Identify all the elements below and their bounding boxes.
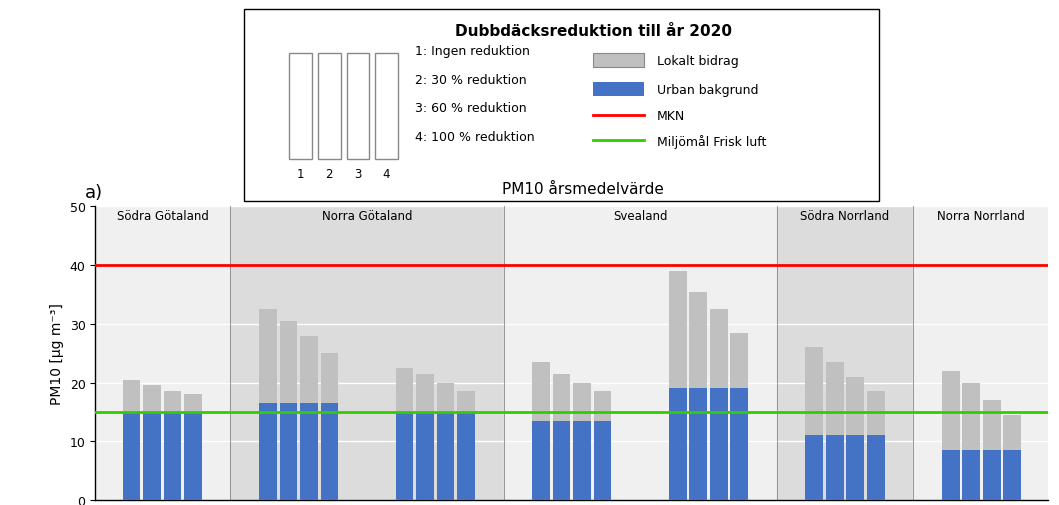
Bar bbox=[321, 354, 339, 403]
Bar bbox=[594, 391, 611, 421]
Bar bbox=[731, 333, 748, 389]
Bar bbox=[259, 403, 276, 500]
Bar bbox=[375, 54, 398, 160]
Bar bbox=[321, 403, 339, 500]
Bar bbox=[593, 54, 644, 68]
Bar bbox=[594, 421, 611, 500]
Bar bbox=[143, 412, 161, 500]
Bar bbox=[280, 403, 298, 500]
Text: MKN: MKN bbox=[657, 110, 685, 123]
Bar bbox=[289, 54, 312, 160]
Bar bbox=[689, 292, 707, 389]
Bar bbox=[533, 362, 550, 421]
Text: Norra Götaland: Norra Götaland bbox=[322, 210, 412, 223]
Bar bbox=[573, 421, 591, 500]
Bar bbox=[95, 207, 231, 500]
Text: 2: 2 bbox=[325, 168, 334, 180]
Bar bbox=[689, 389, 707, 500]
Bar bbox=[318, 54, 341, 160]
Bar bbox=[280, 321, 298, 403]
Text: Södra Norrland: Södra Norrland bbox=[801, 210, 890, 223]
Bar bbox=[867, 391, 884, 435]
Text: a): a) bbox=[85, 184, 103, 202]
Bar bbox=[436, 412, 454, 500]
Bar bbox=[913, 207, 1048, 500]
Text: 4: 4 bbox=[382, 168, 391, 180]
Bar bbox=[846, 435, 864, 500]
Bar bbox=[396, 412, 413, 500]
Bar bbox=[710, 310, 728, 389]
Bar bbox=[533, 421, 550, 500]
Bar bbox=[300, 336, 318, 403]
Text: 3: 60 % reduktion: 3: 60 % reduktion bbox=[415, 102, 526, 115]
Bar bbox=[184, 412, 202, 500]
Bar bbox=[231, 207, 504, 500]
Bar bbox=[123, 380, 141, 412]
Bar bbox=[941, 371, 959, 450]
Text: Norra Norrland: Norra Norrland bbox=[937, 210, 1025, 223]
Bar bbox=[553, 421, 571, 500]
Bar bbox=[416, 374, 434, 412]
Bar bbox=[731, 389, 748, 500]
Bar bbox=[163, 412, 181, 500]
Bar bbox=[184, 394, 202, 412]
Bar bbox=[983, 400, 1001, 450]
Text: Södra Götaland: Södra Götaland bbox=[116, 210, 209, 223]
Text: Urban bakgrund: Urban bakgrund bbox=[657, 84, 758, 97]
Bar bbox=[805, 347, 823, 435]
Bar bbox=[1003, 450, 1021, 500]
Bar bbox=[416, 412, 434, 500]
Text: 1: Ingen reduktion: 1: Ingen reduktion bbox=[415, 44, 530, 58]
Bar bbox=[300, 403, 318, 500]
Bar bbox=[457, 412, 474, 500]
Text: Dubbdäcksreduktion till år 2020: Dubbdäcksreduktion till år 2020 bbox=[454, 24, 732, 38]
Bar bbox=[669, 272, 686, 389]
Bar bbox=[163, 391, 181, 412]
Bar bbox=[669, 389, 686, 500]
Text: 4: 100 % reduktion: 4: 100 % reduktion bbox=[415, 131, 535, 144]
Bar bbox=[143, 386, 161, 412]
Text: 2: 30 % reduktion: 2: 30 % reduktion bbox=[415, 73, 526, 86]
Bar bbox=[776, 207, 913, 500]
Text: 3: 3 bbox=[355, 168, 361, 180]
Bar bbox=[259, 310, 276, 403]
Bar bbox=[983, 450, 1001, 500]
Bar bbox=[963, 383, 981, 450]
Bar bbox=[941, 450, 959, 500]
Bar bbox=[1003, 415, 1021, 450]
Text: Svealand: Svealand bbox=[613, 210, 667, 223]
Bar bbox=[826, 435, 844, 500]
Bar bbox=[846, 377, 864, 435]
Bar bbox=[867, 435, 884, 500]
Bar bbox=[396, 368, 413, 412]
Y-axis label: PM10 [µg m⁻³]: PM10 [µg m⁻³] bbox=[50, 302, 64, 405]
Bar bbox=[963, 450, 981, 500]
Text: Lokalt bidrag: Lokalt bidrag bbox=[657, 55, 738, 68]
Bar bbox=[504, 207, 776, 500]
Text: PM10 årsmedelvärde: PM10 årsmedelvärde bbox=[502, 182, 663, 197]
Bar bbox=[553, 374, 571, 421]
Bar bbox=[457, 391, 474, 412]
Text: 1: 1 bbox=[297, 168, 305, 180]
Bar bbox=[805, 435, 823, 500]
Bar bbox=[573, 383, 591, 421]
Bar bbox=[123, 412, 141, 500]
Bar bbox=[826, 362, 844, 435]
FancyBboxPatch shape bbox=[244, 10, 879, 202]
Text: Miljömål Frisk luft: Miljömål Frisk luft bbox=[657, 135, 766, 149]
Bar bbox=[436, 383, 454, 412]
Bar bbox=[710, 389, 728, 500]
Bar bbox=[593, 83, 644, 96]
Bar bbox=[346, 54, 370, 160]
